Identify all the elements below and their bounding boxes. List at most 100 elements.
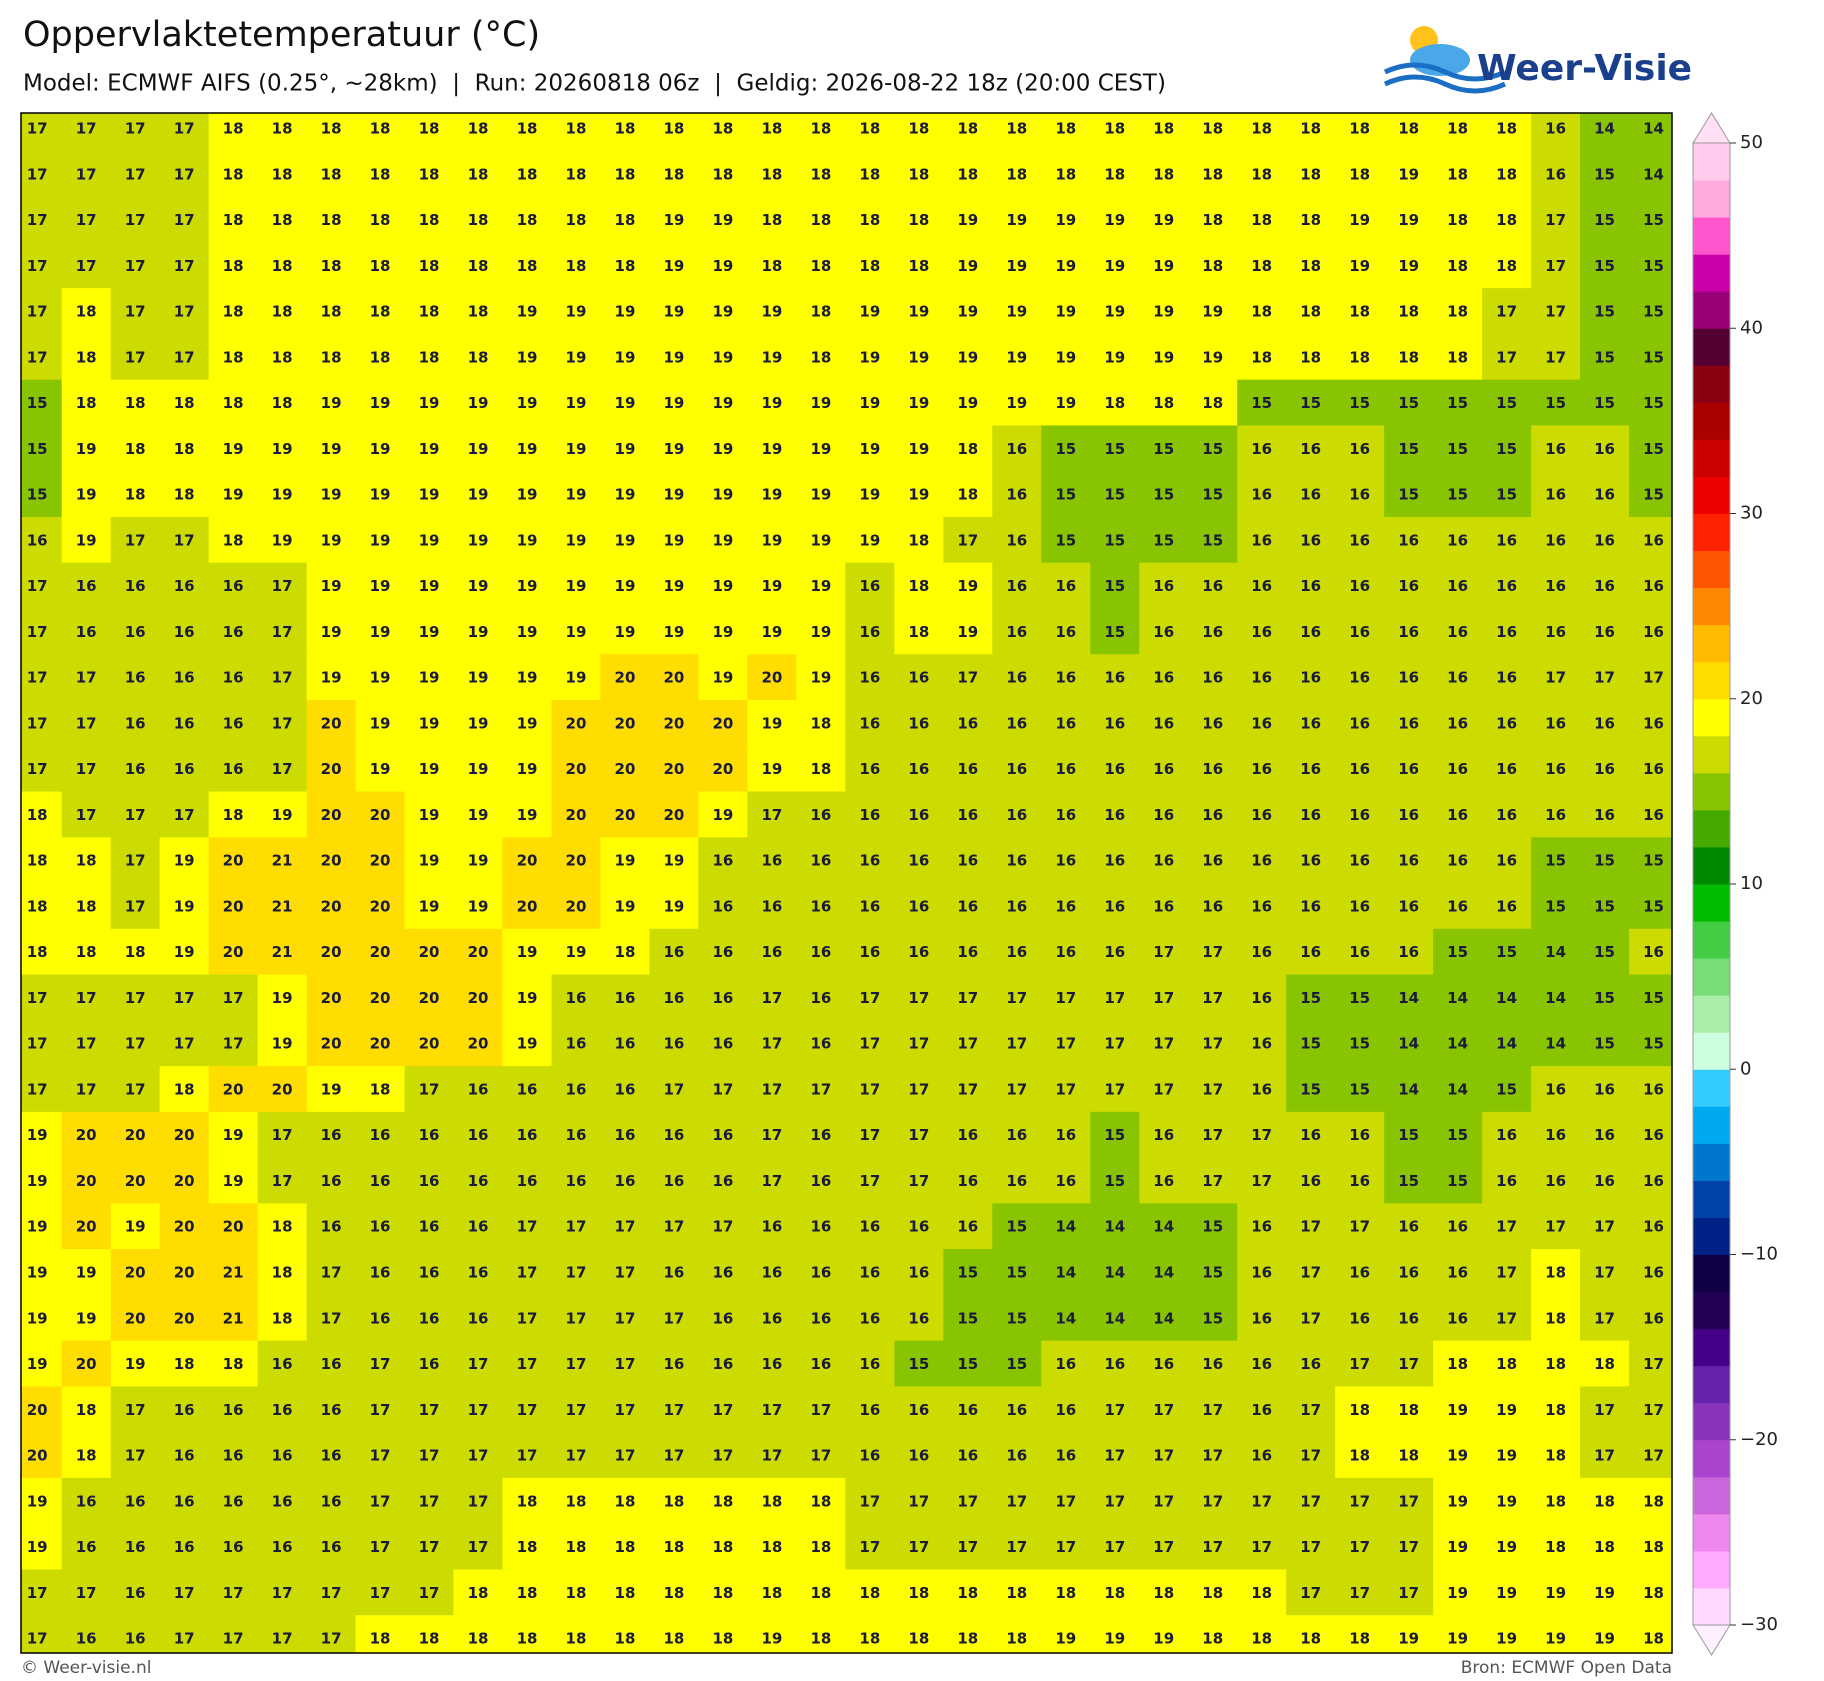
field-cell xyxy=(1433,1569,1483,1616)
colorbar-swatch xyxy=(1693,254,1730,292)
field-cell xyxy=(1335,700,1385,747)
value-label: 16 xyxy=(859,806,880,824)
value-label: 17 xyxy=(1055,1080,1076,1098)
value-label: 19 xyxy=(957,211,978,229)
field-cell xyxy=(1482,654,1532,701)
value-label: 15 xyxy=(1104,1172,1125,1190)
value-label: 16 xyxy=(1153,1355,1174,1373)
value-label: 16 xyxy=(1300,714,1321,732)
value-label: 16 xyxy=(957,1172,978,1190)
field-cell xyxy=(110,928,161,976)
field-cell xyxy=(1482,1020,1532,1067)
value-label: 19 xyxy=(1153,211,1174,229)
field-cell xyxy=(1237,562,1287,610)
value-label: 17 xyxy=(859,1126,880,1144)
field-cell xyxy=(61,1340,112,1387)
value-label: 15 xyxy=(1349,989,1370,1007)
value-label: 15 xyxy=(1104,577,1125,595)
value-label: 18 xyxy=(566,1492,587,1510)
field-cell xyxy=(1482,1569,1532,1616)
field-cell xyxy=(159,1203,210,1250)
field-cell xyxy=(1335,883,1385,930)
value-label: 16 xyxy=(1349,897,1370,915)
field-cell xyxy=(453,1615,504,1653)
field-cell xyxy=(845,1523,895,1571)
field-cell xyxy=(894,791,944,838)
field-cell xyxy=(600,471,651,518)
field-cell xyxy=(21,837,63,884)
value-label: 19 xyxy=(957,303,978,321)
value-label: 15 xyxy=(1447,440,1468,458)
value-label: 18 xyxy=(1104,120,1125,138)
value-label: 17 xyxy=(468,1447,489,1465)
field-cell xyxy=(698,1157,749,1204)
value-label: 19 xyxy=(419,852,440,870)
value-label: 17 xyxy=(1104,989,1125,1007)
field-cell xyxy=(61,1477,112,1525)
value-label: 19 xyxy=(810,623,831,641)
field-cell xyxy=(1090,471,1140,518)
field-cell xyxy=(404,837,455,884)
value-label: 16 xyxy=(272,1401,293,1419)
value-label: 16 xyxy=(517,1080,538,1098)
field-cell xyxy=(404,113,455,152)
field-cell xyxy=(257,425,308,472)
value-label: 17 xyxy=(615,1355,636,1373)
value-label: 19 xyxy=(321,486,342,504)
value-label: 16 xyxy=(859,1447,880,1465)
value-label: 19 xyxy=(1153,257,1174,275)
field-cell xyxy=(61,1432,112,1479)
value-label: 19 xyxy=(517,486,538,504)
value-label: 16 xyxy=(1055,669,1076,687)
field-cell xyxy=(551,1111,602,1159)
value-label: 17 xyxy=(1398,1584,1419,1602)
field-cell xyxy=(600,113,651,152)
value-label: 19 xyxy=(664,486,685,504)
value-label: 17 xyxy=(517,1447,538,1465)
field-cell xyxy=(61,608,112,655)
value-label: 16 xyxy=(1202,897,1223,915)
field-cell xyxy=(1433,288,1483,335)
field-cell xyxy=(257,1249,308,1296)
field-cell xyxy=(796,1340,846,1387)
field-cell xyxy=(845,1569,895,1616)
field-cell xyxy=(208,288,259,335)
value-label: 16 xyxy=(712,897,733,915)
value-label: 16 xyxy=(174,1492,195,1510)
field-cell xyxy=(502,425,553,472)
value-label: 16 xyxy=(1447,806,1468,824)
value-label: 15 xyxy=(1643,440,1664,458)
value-label: 15 xyxy=(1594,1035,1615,1053)
field-cell xyxy=(1531,791,1581,838)
field-cell xyxy=(110,974,161,1021)
field-cell xyxy=(110,471,161,518)
field-cell xyxy=(992,242,1042,289)
field-cell xyxy=(110,700,161,747)
field-cell xyxy=(453,150,504,198)
value-label: 19 xyxy=(517,1035,538,1053)
field-cell xyxy=(1188,562,1238,610)
field-cell xyxy=(1188,150,1238,198)
field-cell xyxy=(453,883,504,930)
value-label: 15 xyxy=(1202,1264,1223,1282)
field-cell xyxy=(1629,654,1672,701)
field-cell xyxy=(992,654,1042,701)
field-cell xyxy=(1482,113,1532,152)
field-cell xyxy=(1482,1111,1532,1159)
colorbar-swatch xyxy=(1693,143,1730,181)
field-cell xyxy=(992,150,1042,198)
field-cell xyxy=(1531,196,1581,243)
field-cell xyxy=(551,562,602,610)
field-cell xyxy=(1335,608,1385,655)
value-label: 18 xyxy=(957,440,978,458)
value-label: 18 xyxy=(859,120,880,138)
value-label: 16 xyxy=(810,1035,831,1053)
value-label: 18 xyxy=(1398,348,1419,366)
value-label: 16 xyxy=(1643,1172,1664,1190)
field-cell xyxy=(747,425,797,472)
value-label: 16 xyxy=(1300,1126,1321,1144)
field-cell xyxy=(355,1386,406,1433)
value-label: 16 xyxy=(1496,1172,1517,1190)
value-label: 17 xyxy=(1300,1309,1321,1327)
field-cell xyxy=(306,1432,357,1479)
